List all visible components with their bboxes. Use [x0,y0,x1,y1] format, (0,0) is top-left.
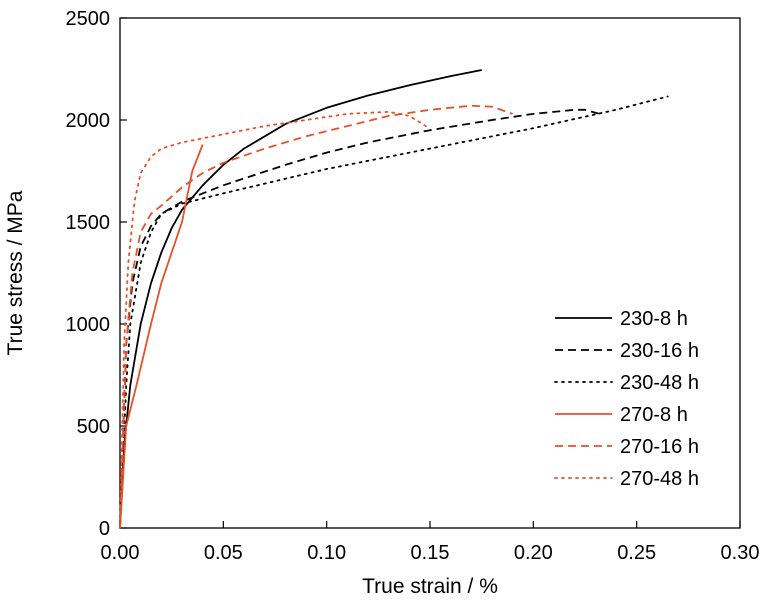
x-axis-ticks: 0.00 0.05 0.10 0.15 0.20 0.25 0.30 [101,521,760,564]
legend-label: 230-48 h [620,372,699,394]
series-line-270-16h [119,104,513,529]
series-line-270-8h [119,144,204,529]
series-line-230-48h [119,95,669,529]
legend-label: 230-16 h [620,340,699,362]
y-tick-label: 1500 [66,212,111,234]
x-axis-title: True strain / % [362,575,498,598]
x-tick-label: 0.00 [101,542,140,564]
legend: 230-8 h 230-16 h 230-48 h 270-8 h 270-16 h 27… [554,308,699,490]
legend-label: 270-8 h [620,404,688,426]
x-tick-label: 0.05 [204,542,243,564]
y-axis-ticks: 0 500 1000 1500 2000 2500 [66,8,127,540]
legend-label: 270-48 h [620,468,699,490]
y-tick-label: 0 [99,518,110,540]
series-layer [119,69,669,529]
x-tick-label: 0.10 [307,542,346,564]
series-line-230-8h [119,69,482,529]
x-tick-label: 0.25 [617,542,656,564]
y-tick-label: 2000 [66,110,111,132]
y-axis-title: True stress / MPa [4,190,27,355]
y-tick-label: 1000 [66,314,111,336]
legend-label: 230-8 h [620,308,688,330]
x-tick-label: 0.15 [411,542,450,564]
series-line-270-48h [119,110,427,529]
y-tick-label: 500 [77,416,110,438]
series-line-230-16h [119,108,600,529]
x-tick-label: 0.20 [514,542,553,564]
legend-label: 270-16 h [620,436,699,458]
y-tick-label: 2500 [66,8,111,30]
x-tick-label: 0.30 [721,542,760,564]
